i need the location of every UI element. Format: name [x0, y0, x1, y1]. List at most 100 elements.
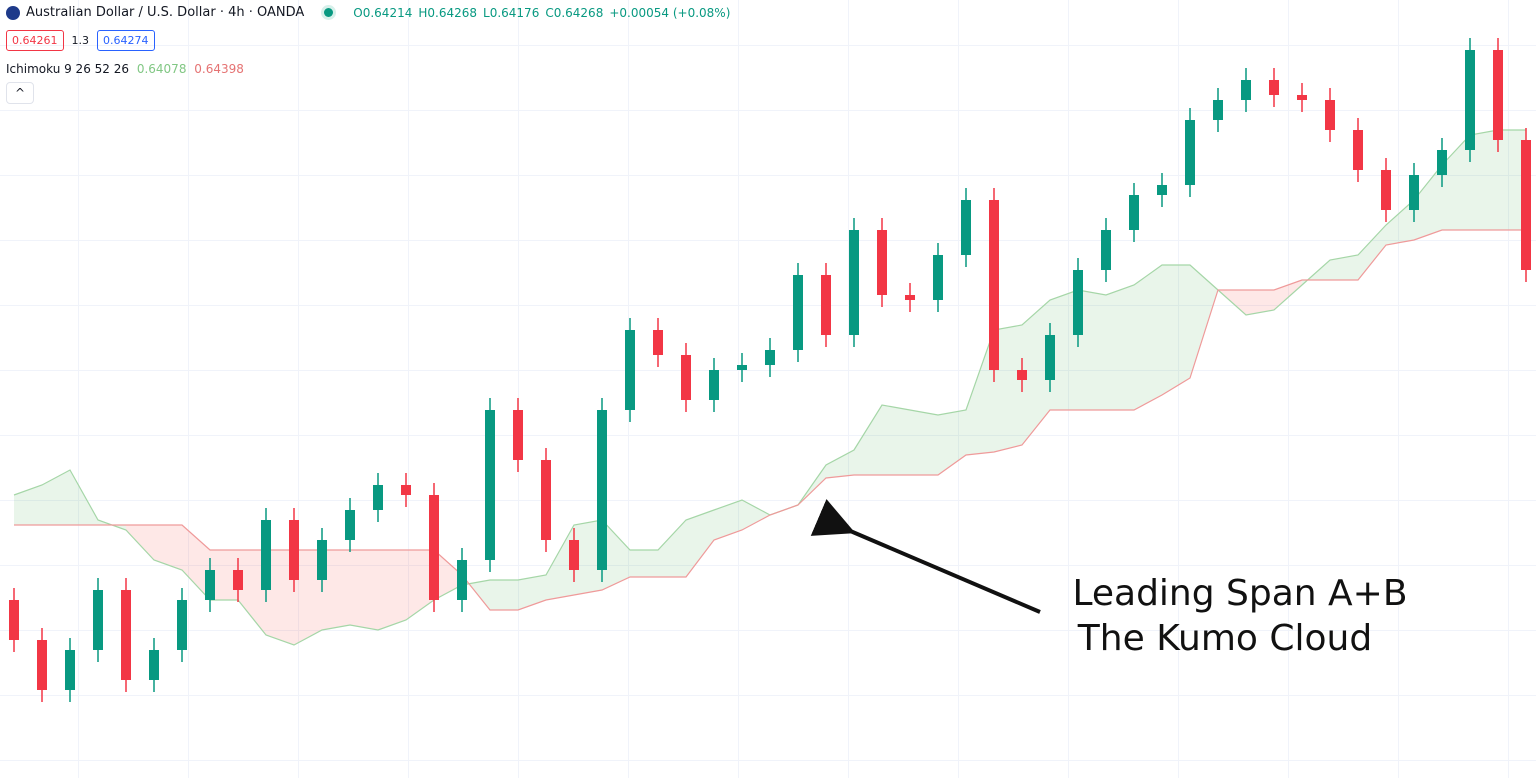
- annotation: Leading Span A+B: [1072, 573, 1407, 614]
- cloud-fill: [882, 405, 910, 475]
- candle-body: [849, 230, 859, 335]
- candle-body: [1437, 150, 1447, 175]
- cloud-fill: [1414, 165, 1442, 240]
- candle-body: [793, 275, 803, 350]
- cloud-fill: [938, 410, 966, 475]
- candle-body: [261, 520, 271, 590]
- candle-body: [737, 365, 747, 370]
- cloud-fill: [1246, 290, 1274, 315]
- indicator-value: 0.64078: [136, 62, 187, 76]
- cloud-fill: [742, 500, 770, 530]
- cloud-fill: [518, 575, 546, 610]
- candle-body: [1241, 80, 1251, 100]
- candle-body: [569, 540, 579, 570]
- candle-body: [1381, 170, 1391, 210]
- cloud-fill: [1358, 225, 1386, 280]
- candle-body: [373, 485, 383, 510]
- candle-body: [1185, 120, 1195, 185]
- candle-body: [1297, 95, 1307, 100]
- candle-body: [1017, 370, 1027, 380]
- candle-body: [485, 410, 495, 560]
- cloud-fill: [350, 550, 378, 630]
- arrow: [810, 499, 1041, 614]
- cloud-fill: [70, 470, 98, 525]
- collapse-button[interactable]: ^: [6, 82, 34, 104]
- candle-body: [1157, 185, 1167, 195]
- candle-body: [65, 650, 75, 690]
- candle-body: [1353, 130, 1363, 170]
- candle-body: [1325, 100, 1335, 130]
- bid[interactable]: 0.64261: [6, 30, 64, 51]
- candle-body: [429, 495, 439, 600]
- cloud-fill: [994, 325, 1022, 452]
- cloud-fill: [266, 550, 294, 645]
- cloud-fill: [210, 550, 238, 600]
- cloud-fill: [602, 520, 630, 590]
- candle-body: [1045, 335, 1055, 380]
- cloud-fill: [546, 525, 574, 600]
- ask[interactable]: 0.64274: [97, 30, 155, 51]
- cloud-fill: [490, 580, 518, 610]
- indicator-name[interactable]: Ichimoku 9 26 52 26: [6, 62, 129, 76]
- candle-body: [681, 355, 691, 400]
- candle-body: [905, 295, 915, 300]
- header: Australian Dollar / U.S. Dollar · 4h · O…: [6, 5, 730, 20]
- candle-body: [961, 200, 971, 255]
- cloud-fill: [126, 525, 154, 560]
- cloud-fill: [322, 550, 350, 630]
- cloud-fill: [434, 550, 462, 600]
- candle-body: [149, 650, 159, 680]
- candle-body: [1269, 80, 1279, 95]
- candle-body: [401, 485, 411, 495]
- candle-body: [289, 520, 299, 580]
- cloud-fill: [1078, 290, 1106, 410]
- candle-body: [1129, 195, 1139, 230]
- cloud-fill: [154, 525, 182, 570]
- cloud-fill: [574, 520, 602, 595]
- cloud-fill: [686, 510, 714, 577]
- spread: 1.3: [71, 34, 90, 47]
- cloud-fill: [658, 520, 686, 577]
- candle-body: [1521, 140, 1531, 270]
- candle-body: [317, 540, 327, 580]
- candle-body: [233, 570, 243, 590]
- ohlc-close: C0.64268: [545, 5, 604, 20]
- cloud-fill: [1134, 265, 1162, 410]
- cloud-fill: [854, 405, 882, 475]
- ohlc-high: H0.64268: [418, 5, 478, 20]
- cloud-fill: [1022, 300, 1050, 445]
- candle-body: [93, 590, 103, 650]
- cloud-fill: [1498, 130, 1526, 230]
- ohlc-open: O0.64214: [353, 5, 413, 20]
- cloud-fill: [1106, 285, 1134, 410]
- candle-body: [345, 510, 355, 540]
- cloud-fill: [1050, 290, 1078, 410]
- symbol[interactable]: Australian Dollar / U.S. Dollar · 4h · O…: [26, 5, 305, 20]
- cloud-fill: [238, 550, 266, 635]
- candle-body: [597, 410, 607, 570]
- candle-body: [709, 370, 719, 400]
- cloud-fill: [378, 550, 406, 630]
- candle-body: [513, 410, 523, 460]
- candle-body: [121, 590, 131, 680]
- candle-body: [625, 330, 635, 410]
- ohlc-low: L0.64176: [483, 5, 540, 20]
- status-dot: [324, 8, 334, 17]
- cloud-fill: [1386, 200, 1414, 245]
- cloud-fill: [1190, 265, 1218, 378]
- cloud-fill: [294, 550, 322, 645]
- candle-body: [933, 255, 943, 300]
- candle-body: [1101, 230, 1111, 270]
- candle-body: [1073, 270, 1083, 335]
- candle-body: [765, 350, 775, 365]
- indicator-legend: Ichimoku 9 26 52 26 0.64078 0.64398: [6, 62, 244, 76]
- cloud-fill: [630, 550, 658, 577]
- flag-icon: [6, 5, 20, 20]
- candle-body: [541, 460, 551, 540]
- candle-body: [9, 600, 19, 640]
- cloud-fill: [714, 500, 742, 540]
- candle-body: [205, 570, 215, 600]
- annotation: The Kumo Cloud: [1077, 618, 1372, 659]
- candle-body: [877, 230, 887, 295]
